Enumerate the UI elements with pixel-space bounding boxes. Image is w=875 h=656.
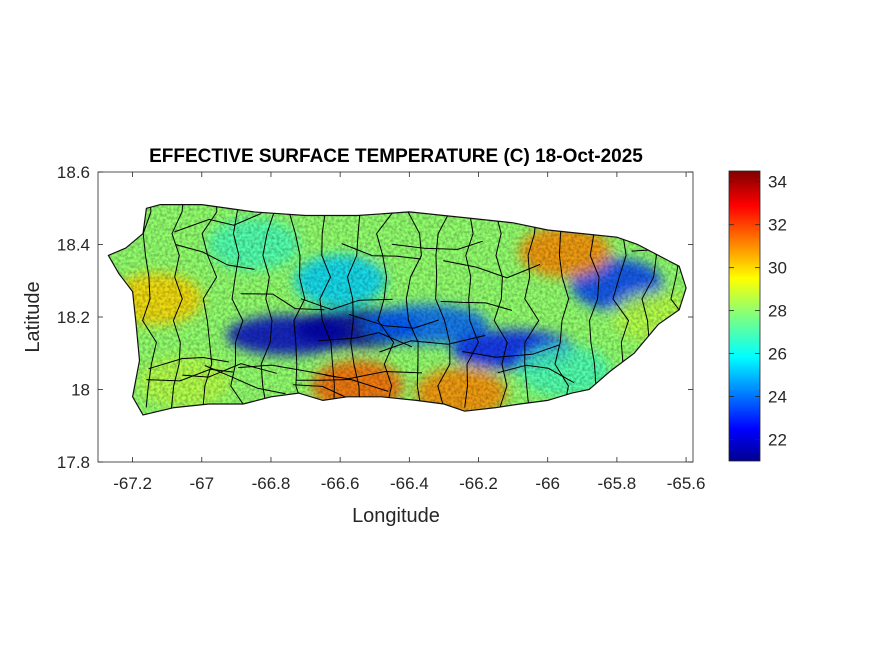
chart-title: EFFECTIVE SURFACE TEMPERATURE (C) 18-Oct…: [149, 146, 643, 167]
colorbar: 22 24 26 28 30 32 34: [728, 170, 787, 462]
x-tick-label: -66.2: [459, 474, 498, 493]
x-tick-label: -65.8: [598, 474, 637, 493]
y-tick-label: 18: [71, 381, 90, 400]
y-tick-label: 18.4: [57, 236, 90, 255]
x-tick-label: -66: [535, 474, 560, 493]
x-tick-label: -65.6: [667, 474, 706, 493]
y-axis: 17.8 18 18.2 18.4 18.6: [57, 163, 693, 472]
y-tick-label: 18.2: [57, 308, 90, 327]
x-tick-label: -66.8: [252, 474, 291, 493]
colorbar-tick-label: 22: [768, 431, 787, 450]
coastline: [107, 204, 687, 416]
colorbar-tick-label: 26: [768, 345, 787, 364]
colorbar-tick-label: 28: [768, 302, 787, 321]
colorbar-tick-label: 32: [768, 216, 787, 235]
colorbar-tick-label: 34: [768, 173, 787, 192]
y-tick-label: 17.8: [57, 453, 90, 472]
colorbar-tick-label: 30: [768, 259, 787, 278]
colorbar-ticks: 22 24 26 28 30 32 34: [729, 173, 787, 450]
map-axes: -67.2 -67 -66.8 -66.6 -66.4 -66.2 -66 -65.8 -65.…: [57, 163, 706, 493]
temperature-field: [108, 204, 687, 415]
y-axis-label: Latitude: [22, 281, 44, 352]
colorbar-tick-label: 24: [768, 388, 787, 407]
x-tick-label: -66.6: [321, 474, 360, 493]
colorbar-gradient: [728, 170, 761, 462]
x-tick-label: -66.4: [390, 474, 429, 493]
y-tick-label: 18.6: [57, 163, 90, 182]
x-tick-label: -67: [189, 474, 214, 493]
x-axis: -67.2 -67 -66.8 -66.6 -66.4 -66.2 -66 -65.8 -65.…: [113, 172, 705, 493]
x-axis-label: Longitude: [352, 505, 440, 527]
x-tick-label: -67.2: [113, 474, 152, 493]
